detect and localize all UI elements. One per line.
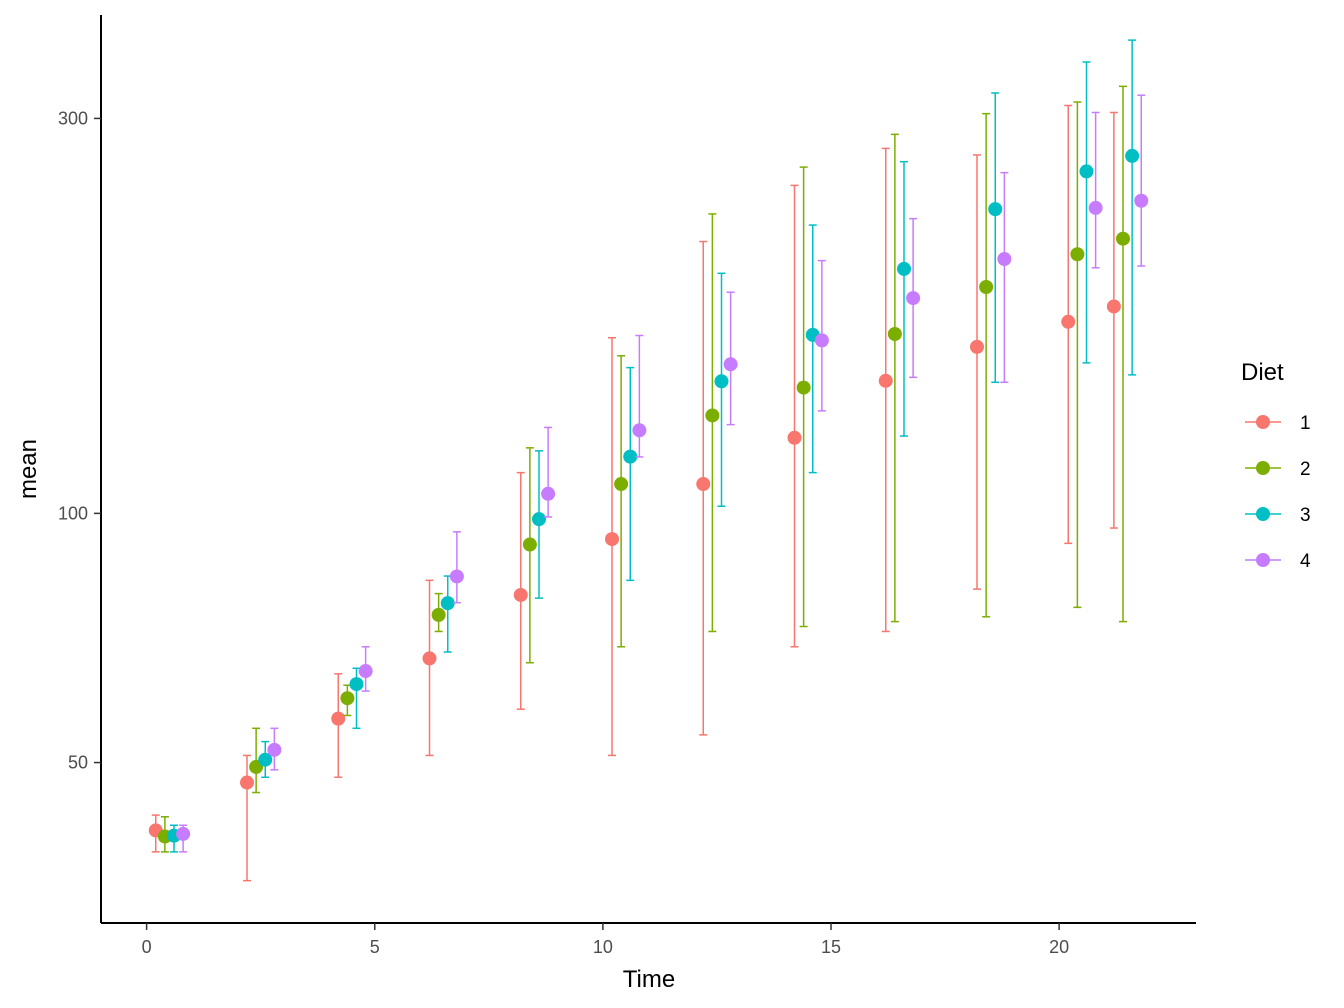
data-point <box>714 374 729 389</box>
x-tick-label: 20 <box>1049 937 1069 957</box>
data-point <box>522 537 537 552</box>
data-point <box>897 261 911 276</box>
data-point <box>723 357 738 372</box>
series-diet-2 <box>157 85 1130 853</box>
data-point <box>532 512 546 527</box>
data-point <box>349 677 364 692</box>
data-point <box>705 408 720 423</box>
data-point <box>1088 200 1103 215</box>
y-axis-title: mean <box>15 439 42 499</box>
legend-title: Diet <box>1241 359 1284 386</box>
data-point <box>240 775 254 790</box>
legend-key-4 <box>1245 553 1281 567</box>
data-point <box>1061 314 1076 329</box>
data-point <box>331 711 346 726</box>
data-point <box>887 326 902 341</box>
legend-key-point <box>1256 553 1270 567</box>
legend-key-point <box>1256 507 1270 521</box>
data-point <box>696 477 711 492</box>
data-point <box>970 339 984 354</box>
data-point <box>814 333 829 348</box>
data-point <box>541 486 556 501</box>
y-tick-label: 50 <box>68 753 88 773</box>
data-point <box>176 826 191 841</box>
data-point <box>632 423 647 438</box>
legend-key-1 <box>1245 415 1281 429</box>
data-point <box>449 569 464 584</box>
data-point <box>340 691 355 706</box>
data-point <box>1116 231 1130 246</box>
legend-key-2 <box>1245 461 1281 475</box>
series-diet-3 <box>167 39 1140 853</box>
data-point <box>1125 148 1140 163</box>
data-point <box>878 373 893 388</box>
y-tick-label: 100 <box>58 503 88 523</box>
data-point <box>1134 193 1149 208</box>
plot-marks <box>148 39 1149 882</box>
data-point <box>623 449 638 464</box>
data-point <box>796 380 811 395</box>
data-point <box>358 664 373 679</box>
x-tick-label: 10 <box>593 937 613 957</box>
x-tick-label: 15 <box>821 937 841 957</box>
data-point <box>513 587 528 602</box>
axes <box>100 15 1196 924</box>
legend-label: 1 <box>1300 413 1311 434</box>
legend-label: 3 <box>1300 505 1311 526</box>
data-point <box>1070 247 1085 262</box>
legend-key-3 <box>1245 507 1281 521</box>
data-point <box>422 651 437 666</box>
legend-label: 4 <box>1300 551 1311 572</box>
legend: Diet 1 2 3 4 <box>1241 359 1311 572</box>
data-point <box>258 752 273 767</box>
data-point <box>1106 299 1121 314</box>
legend-label: 2 <box>1300 459 1311 480</box>
legend-key-point <box>1256 461 1270 475</box>
data-point <box>440 596 455 611</box>
data-point <box>267 742 282 757</box>
y-tick-label: 300 <box>58 108 88 128</box>
data-point <box>979 280 994 295</box>
x-tick-label: 0 <box>142 937 152 957</box>
series-diet-1 <box>148 104 1121 882</box>
data-point <box>1079 164 1094 179</box>
data-point <box>988 202 1003 217</box>
data-point <box>997 252 1012 267</box>
data-point <box>614 477 629 492</box>
x-tick-label: 5 <box>370 937 380 957</box>
data-point <box>431 607 446 622</box>
data-point <box>906 291 921 306</box>
x-axis-title: Time <box>623 966 675 993</box>
axis-ticks: 0 5 10 15 20 50 100 300 <box>58 108 1069 957</box>
data-point <box>605 532 619 547</box>
legend-key-point <box>1256 415 1270 429</box>
data-point <box>787 430 802 445</box>
series-diet-4 <box>176 94 1149 853</box>
